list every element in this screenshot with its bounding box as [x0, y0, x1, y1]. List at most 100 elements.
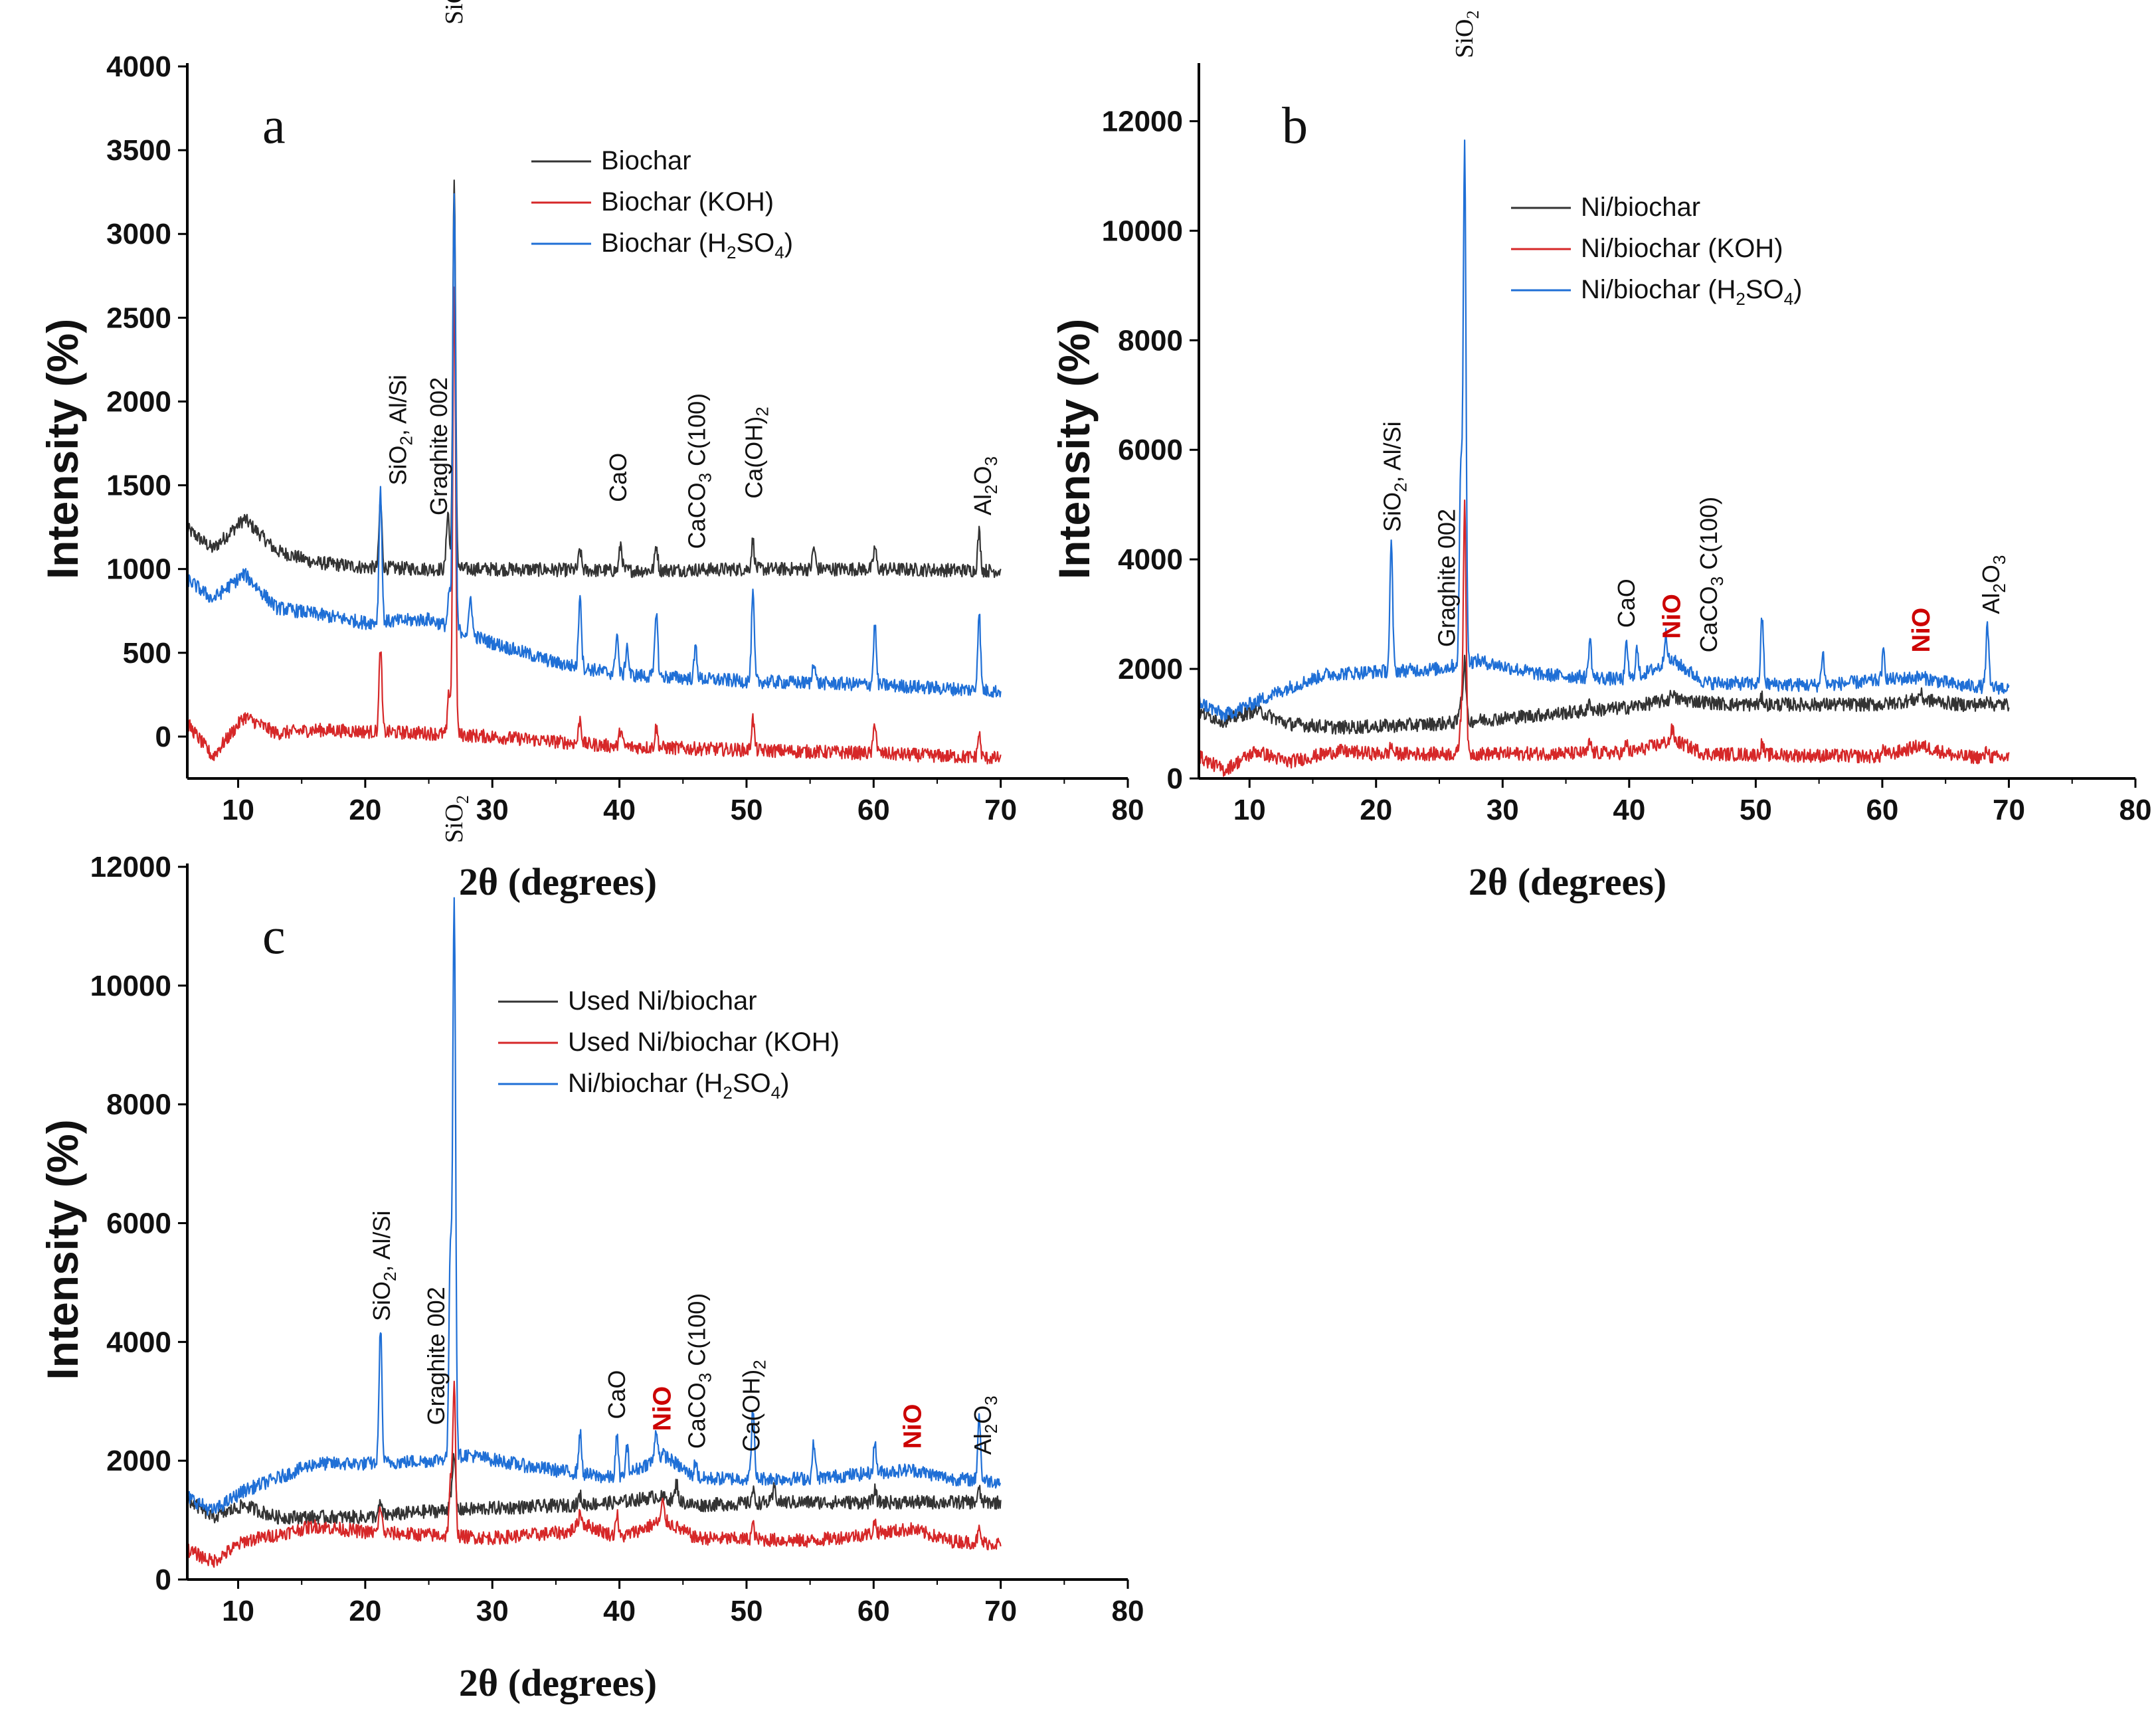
x-tick-label: 70 — [1993, 794, 2025, 826]
peak-annotation-c-0: SiO2, Al/Si — [368, 1211, 400, 1322]
x-axis-label-a: 2θ (degrees) — [459, 860, 657, 903]
x-tick-label: 20 — [349, 1595, 381, 1627]
series-line-b-1 — [1198, 499, 2010, 777]
series-line-c-2 — [186, 897, 1002, 1516]
y-tick-label: 1000 — [106, 553, 171, 586]
x-tick-label: 60 — [857, 1595, 890, 1627]
y-tick-label: 3000 — [106, 218, 171, 250]
legend-label-b-0: Ni/biochar — [1581, 193, 1700, 222]
y-tick-label: 8000 — [1118, 324, 1183, 357]
peak-annotation-a-6: Al2O3 — [969, 456, 1001, 515]
y-tick-label: 10000 — [1102, 215, 1183, 247]
peak-annotation-a-0: SiO2, Al/Si — [385, 375, 416, 486]
panel-b: 10 20 30 40 50 60 70 80 0 2000 4000 6000 8000 10000 12… — [1049, 10, 2151, 903]
peak-annotation-a-1: Graghite 002 — [425, 377, 452, 515]
peak-annotation-a-4: CaCO3 C(100) — [683, 393, 715, 549]
series-line-a-0 — [186, 179, 1002, 579]
x-tick-label: 70 — [984, 794, 1017, 826]
peak-annotation-a-3: CaO — [604, 453, 632, 502]
peak-annotation-b-4: NiO — [1659, 594, 1686, 639]
peak-annotation-b-0: SiO2, Al/Si — [1379, 421, 1411, 532]
peak-annotation-c-1: Graghite 002 — [422, 1287, 450, 1425]
x-tick-label: 30 — [476, 794, 509, 826]
x-tick-label: 30 — [1486, 794, 1519, 826]
series-line-a-1 — [186, 286, 1002, 765]
y-tick-label: 2500 — [106, 302, 171, 334]
y-axis-label-a: Intensity (%) — [38, 319, 87, 579]
x-tick-label: 30 — [476, 1595, 509, 1627]
peak-annotation-c-3: CaO — [603, 1370, 630, 1419]
x-tick-label: 10 — [222, 794, 254, 826]
y-axis-label-b: Intensity (%) — [1049, 319, 1099, 579]
peak-annotation-b-5: CaCO3 C(100) — [1695, 497, 1727, 653]
legend-label-c-1: Used Ni/biochar (KOH) — [568, 1028, 840, 1057]
x-tick-label: 50 — [730, 794, 763, 826]
peak-annotation-c-7: NiO — [899, 1404, 927, 1449]
y-tick-label: 12000 — [90, 851, 171, 883]
x-tick-label: 60 — [857, 794, 890, 826]
peak-annotation-c-4: NiO — [649, 1386, 677, 1431]
peak-annotation-b-1: Graghite 002 — [1433, 509, 1461, 647]
legend-label-b-2: Ni/biochar (H2SO4) — [1581, 275, 1802, 309]
x-axis-label-b: 2θ (degrees) — [1469, 860, 1666, 903]
panel-letter-c: c — [262, 907, 286, 964]
peak-annotation-c-5: CaCO3 C(100) — [683, 1293, 715, 1449]
series-line-b-2 — [1198, 139, 2010, 722]
x-tick-label: 70 — [984, 1595, 1017, 1627]
series-line-c-1 — [186, 1380, 1002, 1568]
y-tick-label: 8000 — [106, 1089, 171, 1121]
y-tick-label: 4000 — [106, 50, 171, 83]
x-tick-label: 20 — [349, 794, 381, 826]
y-tick-label: 2000 — [106, 385, 171, 418]
panel-letter-b: b — [1282, 96, 1308, 154]
panel-letter-a: a — [262, 96, 286, 154]
series-line-c-0 — [186, 1453, 1002, 1525]
y-tick-label: 2000 — [106, 1445, 171, 1477]
panel-c: 10 20 30 40 50 60 70 80 0 2000 4000 6000 8000 10000 12… — [38, 795, 1144, 1704]
y-tick-label: 500 — [123, 637, 171, 670]
peak-annotation-c-6: Ca(OH)2 — [738, 1360, 770, 1451]
x-tick-label: 10 — [222, 1595, 254, 1627]
series-line-a-2 — [186, 193, 1002, 698]
x-tick-label: 80 — [1112, 794, 1144, 826]
peak-annotation-b-3: CaO — [1613, 579, 1640, 628]
x-tick-label: 40 — [1613, 794, 1645, 826]
y-tick-label: 12000 — [1102, 105, 1183, 137]
y-tick-label: 4000 — [1118, 543, 1183, 576]
legend-label-a-1: Biochar (KOH) — [601, 187, 774, 217]
peak-annotation-a-2: SiO2 — [440, 0, 472, 25]
y-tick-label: 1500 — [106, 470, 171, 502]
x-axis-label-c: 2θ (degrees) — [459, 1661, 657, 1704]
x-tick-label: 20 — [1360, 794, 1392, 826]
peak-annotation-b-7: Al2O3 — [1977, 555, 2009, 614]
peak-annotation-c-2: SiO2 — [440, 795, 472, 843]
y-tick-label: 10000 — [90, 970, 171, 1002]
x-tick-label: 60 — [1866, 794, 1898, 826]
peak-annotation-b-2: SiO2 — [1451, 10, 1482, 58]
y-tick-label: 0 — [155, 721, 171, 753]
x-tick-label: 80 — [2119, 794, 2152, 826]
peak-annotation-b-6: NiO — [1908, 608, 1935, 653]
y-tick-label: 4000 — [106, 1326, 171, 1358]
legend-label-c-0: Used Ni/biochar — [568, 986, 757, 1016]
peak-annotation-a-5: Ca(OH)2 — [741, 407, 772, 498]
y-tick-label: 6000 — [106, 1208, 171, 1240]
y-tick-label: 3500 — [106, 134, 171, 167]
y-axis-label-c: Intensity (%) — [38, 1119, 87, 1380]
y-tick-label: 0 — [1167, 763, 1183, 795]
legend-label-c-2: Ni/biochar (H2SO4) — [568, 1069, 789, 1103]
panel-a: 10 20 30 40 50 60 70 80 0 500 1000 1500 2000 2500 3000… — [38, 0, 1144, 903]
y-tick-label: 6000 — [1118, 434, 1183, 466]
y-tick-label: 0 — [155, 1564, 171, 1596]
x-tick-label: 50 — [730, 1595, 763, 1627]
y-tick-label: 2000 — [1118, 653, 1183, 685]
legend-label-a-0: Biochar — [601, 146, 691, 175]
x-tick-label: 40 — [603, 794, 636, 826]
series-line-b-0 — [1198, 654, 2010, 735]
legend-label-a-2: Biochar (H2SO4) — [601, 228, 793, 262]
x-tick-label: 40 — [603, 1595, 636, 1627]
x-tick-label: 50 — [1740, 794, 1772, 826]
x-tick-label: 10 — [1233, 794, 1266, 826]
peak-annotation-c-8: Al2O3 — [969, 1396, 1001, 1455]
